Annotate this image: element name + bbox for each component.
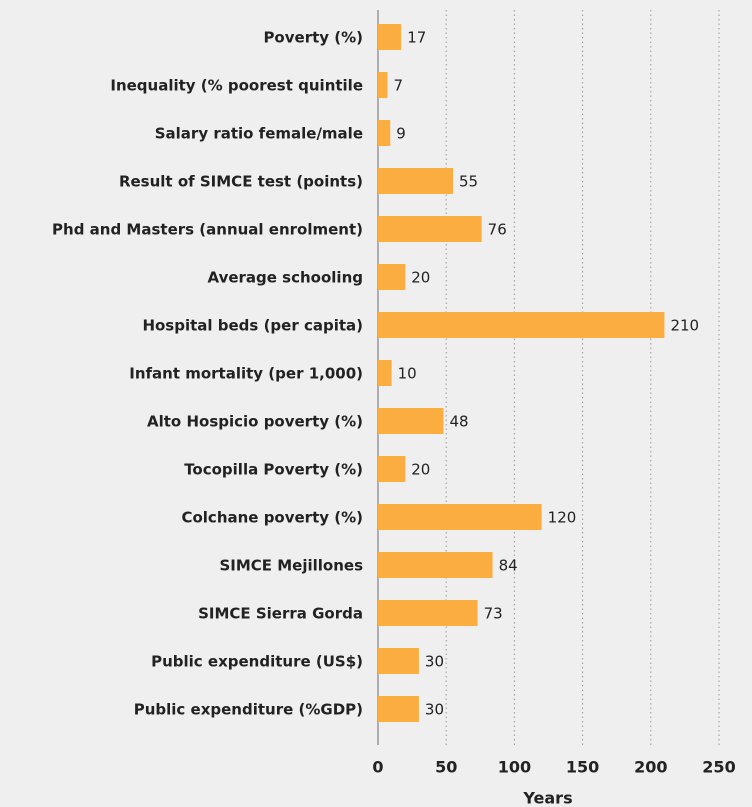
bar <box>378 264 406 290</box>
value-label: 120 <box>548 509 577 527</box>
y-tick-label: Inequality (% poorest quintile <box>110 77 363 95</box>
bar <box>378 600 478 626</box>
y-tick-label: Salary ratio female/male <box>155 125 363 143</box>
value-label: 30 <box>425 701 444 719</box>
bar <box>378 312 665 338</box>
bar <box>378 360 392 386</box>
bar <box>378 168 454 194</box>
bar <box>378 24 402 50</box>
value-label: 9 <box>396 125 406 143</box>
value-label: 76 <box>488 221 507 239</box>
y-tick-label: Phd and Masters (annual enrolment) <box>52 221 363 239</box>
value-label: 73 <box>484 605 503 623</box>
bar <box>378 456 406 482</box>
y-tick-label: SIMCE Mejillones <box>219 557 363 575</box>
bar <box>378 216 482 242</box>
bar <box>378 648 419 674</box>
y-tick-label: Hospital beds (per capita) <box>142 317 363 335</box>
y-tick-label: Colchane poverty (%) <box>181 509 363 527</box>
y-tick-label: Public expenditure (%GDP) <box>134 701 363 719</box>
value-label: 48 <box>449 413 468 431</box>
x-tick-label: 0 <box>372 758 383 777</box>
bar <box>378 120 391 146</box>
value-label: 17 <box>407 29 426 47</box>
x-axis-label: Years <box>522 789 572 807</box>
value-label: 30 <box>425 653 444 671</box>
value-label: 20 <box>411 461 430 479</box>
y-tick-label: Public expenditure (US$) <box>151 653 363 671</box>
y-tick-label: Poverty (%) <box>263 29 363 47</box>
x-tick-label: 50 <box>435 758 457 777</box>
y-tick-label: Tocopilla Poverty (%) <box>184 461 363 479</box>
x-tick-label: 100 <box>498 758 531 777</box>
y-tick-label: Infant mortality (per 1,000) <box>129 365 363 383</box>
bar <box>378 72 388 98</box>
bar <box>378 696 419 722</box>
x-tick-label: 250 <box>702 758 735 777</box>
bar <box>378 552 493 578</box>
y-tick-label: SIMCE Sierra Gorda <box>198 605 363 623</box>
x-tick-label: 200 <box>634 758 667 777</box>
value-label: 210 <box>670 317 699 335</box>
bar <box>378 504 542 530</box>
y-tick-label: Average schooling <box>208 269 364 287</box>
y-tick-label: Alto Hospicio poverty (%) <box>147 413 363 431</box>
value-label: 20 <box>411 269 430 287</box>
y-tick-label: Result of SIMCE test (points) <box>119 173 363 191</box>
bar <box>378 408 444 434</box>
value-label: 84 <box>499 557 518 575</box>
value-label: 10 <box>398 365 417 383</box>
value-label: 7 <box>394 77 404 95</box>
value-label: 55 <box>459 173 478 191</box>
x-tick-label: 150 <box>566 758 599 777</box>
